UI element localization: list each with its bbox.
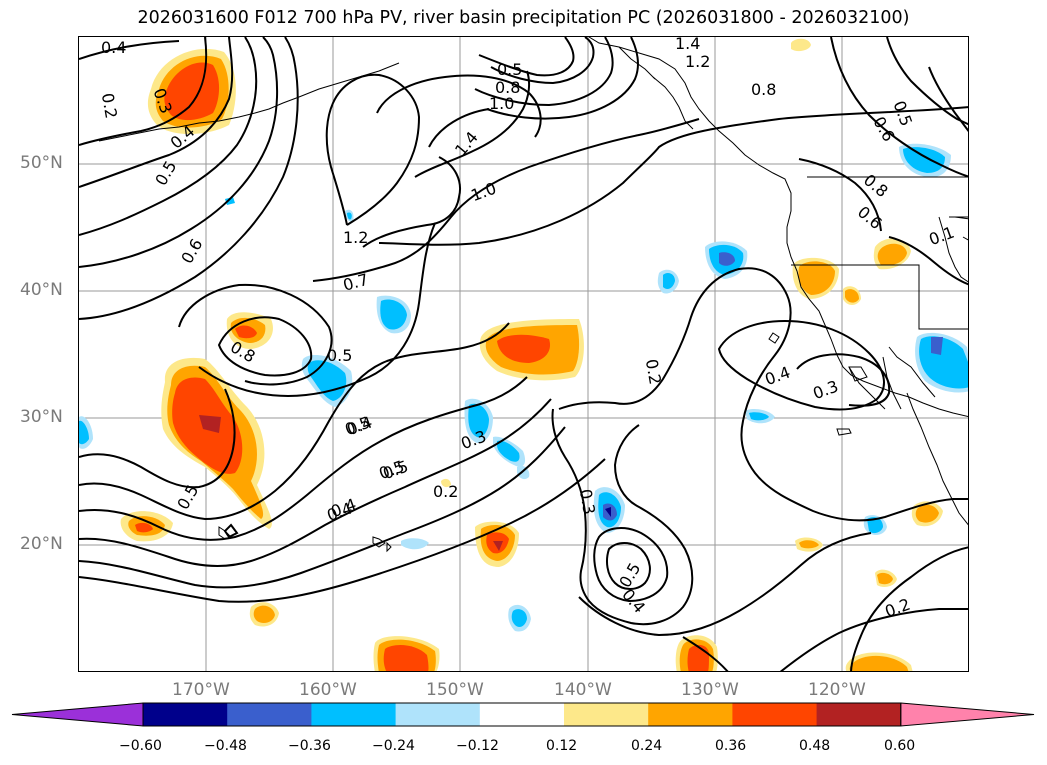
contour-label: 0.2 <box>642 358 665 386</box>
lat-label-20n: 20°N <box>20 534 63 554</box>
lon-label-140w: 140°W <box>554 680 612 700</box>
colorbar-segment <box>479 703 565 726</box>
contour-label: 0.1 <box>926 223 956 250</box>
colorbar-tick: 0.24 <box>631 738 663 754</box>
contour-label: 0.2 <box>98 92 121 120</box>
contour-label: 1.2 <box>343 228 368 247</box>
colorbar-outline <box>142 702 902 727</box>
contour-label: 0.5 <box>151 157 180 189</box>
contour-label: 0.5 <box>327 346 352 365</box>
colorbar-tick: −0.24 <box>372 738 415 754</box>
lon-label-150w: 150°W <box>426 680 484 700</box>
colorbar-segment <box>564 703 649 726</box>
contour-label: 0.5 <box>380 457 410 484</box>
colorbar-segment <box>227 703 312 726</box>
contour-label: 0.2 <box>433 482 458 501</box>
colorbar-extend-min <box>11 702 144 727</box>
colorbar-tick: −0.12 <box>456 738 499 754</box>
lon-label-120w: 120°W <box>808 680 866 700</box>
colorbar-tick: 0.12 <box>546 738 578 754</box>
colorbar-segment <box>648 703 733 726</box>
contour-label: 0.8 <box>860 170 892 201</box>
lon-label-170w: 170°W <box>172 680 230 700</box>
contour-label: 1.4 <box>451 128 482 160</box>
contour-label: 0.8 <box>495 78 520 97</box>
contour-label: 0.6 <box>869 113 898 145</box>
coastlines <box>98 37 968 553</box>
colorbar-tick: −0.60 <box>119 738 162 754</box>
contour-label: 0.8 <box>751 80 776 99</box>
colorbar-segment <box>395 703 481 726</box>
colorbar-tick: 0.36 <box>715 738 747 754</box>
contour-label: 0.5 <box>890 98 917 128</box>
lat-label-50n: 50°N <box>20 153 63 173</box>
colorbar-segment <box>143 703 228 726</box>
contour-label: 0.2 <box>882 595 912 622</box>
contour-label: 0.6 <box>177 235 206 267</box>
lat-label-30n: 30°N <box>20 407 63 427</box>
contour-labels: 0.4 0.2 0.3 0.4 0.5 0.6 0.8 0.5 0.4 0.5 … <box>98 37 957 621</box>
contour-label: 0.4 <box>101 38 126 57</box>
colorbar-segment <box>311 703 397 726</box>
colorbar-tick: −0.36 <box>288 738 331 754</box>
colorbar-extend-max <box>900 702 1035 727</box>
colorbar-segment <box>732 703 818 726</box>
contour-label: 1.2 <box>685 52 710 71</box>
precip-negative-shading <box>79 143 968 632</box>
colorbar-segment <box>816 703 902 726</box>
contour-label: 0.3 <box>810 377 840 404</box>
lat-label-40n: 40°N <box>20 280 63 300</box>
contour-label: 1.0 <box>489 94 514 113</box>
lon-label-160w: 160°W <box>299 680 357 700</box>
precip-positive-shading <box>120 38 943 671</box>
contour-label: 1.4 <box>675 37 700 53</box>
colorbar-tick: 0.48 <box>799 738 831 754</box>
contour-label: 0.5 <box>497 60 522 79</box>
map-panel: 0.4 0.2 0.3 0.4 0.5 0.6 0.8 0.5 0.4 0.5 … <box>78 36 969 672</box>
contour-label: 0.4 <box>344 413 374 440</box>
map-canvas: 0.4 0.2 0.3 0.4 0.5 0.6 0.8 0.5 0.4 0.5 … <box>79 37 968 671</box>
colorbar-tick: −0.48 <box>204 738 247 754</box>
contour-label: 0.3 <box>576 488 599 516</box>
pv-contours <box>79 37 968 671</box>
lon-label-130w: 130°W <box>681 680 739 700</box>
colorbar-tick: 0.60 <box>884 738 916 754</box>
map-title: 2026031600 F012 700 hPa PV, river basin … <box>137 8 910 28</box>
contour-label: 0.4 <box>618 585 649 617</box>
